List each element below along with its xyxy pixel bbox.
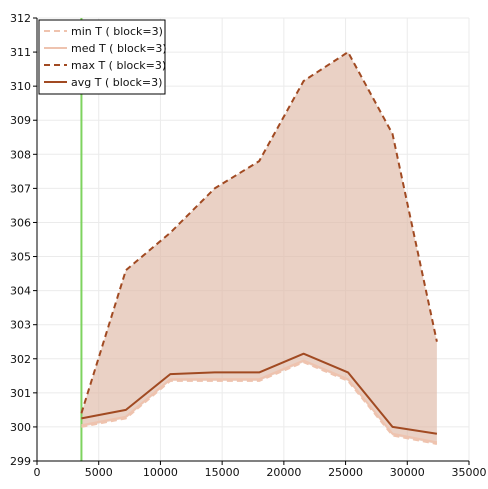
y-tick-label: 303 <box>10 319 31 332</box>
legend-label: min T ( block=3) <box>71 25 163 38</box>
x-tick-label: 10000 <box>143 466 178 479</box>
y-tick-label: 311 <box>10 46 31 59</box>
y-tick-label: 307 <box>10 182 31 195</box>
x-tick-label: 30000 <box>390 466 425 479</box>
y-axis-ticks: 299 300 301 302 303 304 305 306 307 308 309 310 311 3… <box>10 12 37 468</box>
series-line <box>80 51 438 414</box>
series-lines <box>80 51 438 445</box>
y-tick-label: 310 <box>10 80 31 93</box>
legend-label: med T ( block=3) <box>71 42 167 55</box>
legend-label: max T ( block=3) <box>71 59 166 72</box>
axes <box>36 18 469 462</box>
series-line <box>81 361 438 445</box>
min-max-band <box>81 52 437 444</box>
x-tick-label: 25000 <box>328 466 363 479</box>
series-line <box>81 359 438 444</box>
x-tick-label: 35000 <box>452 466 487 479</box>
legend-label: avg T ( block=3) <box>71 76 162 89</box>
y-tick-label: 304 <box>10 285 31 298</box>
y-tick-label: 299 <box>10 455 31 468</box>
x-tick-label: 5000 <box>85 466 113 479</box>
y-tick-label: 301 <box>10 387 31 400</box>
x-tick-label: 15000 <box>205 466 240 479</box>
band-area <box>81 52 437 444</box>
x-tick-label: 0 <box>34 466 41 479</box>
legend: min T ( block=3) med T ( block=3) max T ( … <box>38 19 167 95</box>
y-tick-label: 312 <box>10 12 31 25</box>
series-line <box>81 352 438 435</box>
y-tick-label: 300 <box>10 421 31 434</box>
y-tick-label: 308 <box>10 148 31 161</box>
y-tick-label: 305 <box>10 251 31 264</box>
y-tick-label: 302 <box>10 353 31 366</box>
x-axis-ticks: 0 5000 10000 15000 20000 25000 30000 35000 <box>34 461 487 479</box>
x-tick-label: 20000 <box>266 466 301 479</box>
y-tick-label: 309 <box>10 114 31 127</box>
y-tick-label: 306 <box>10 216 31 229</box>
